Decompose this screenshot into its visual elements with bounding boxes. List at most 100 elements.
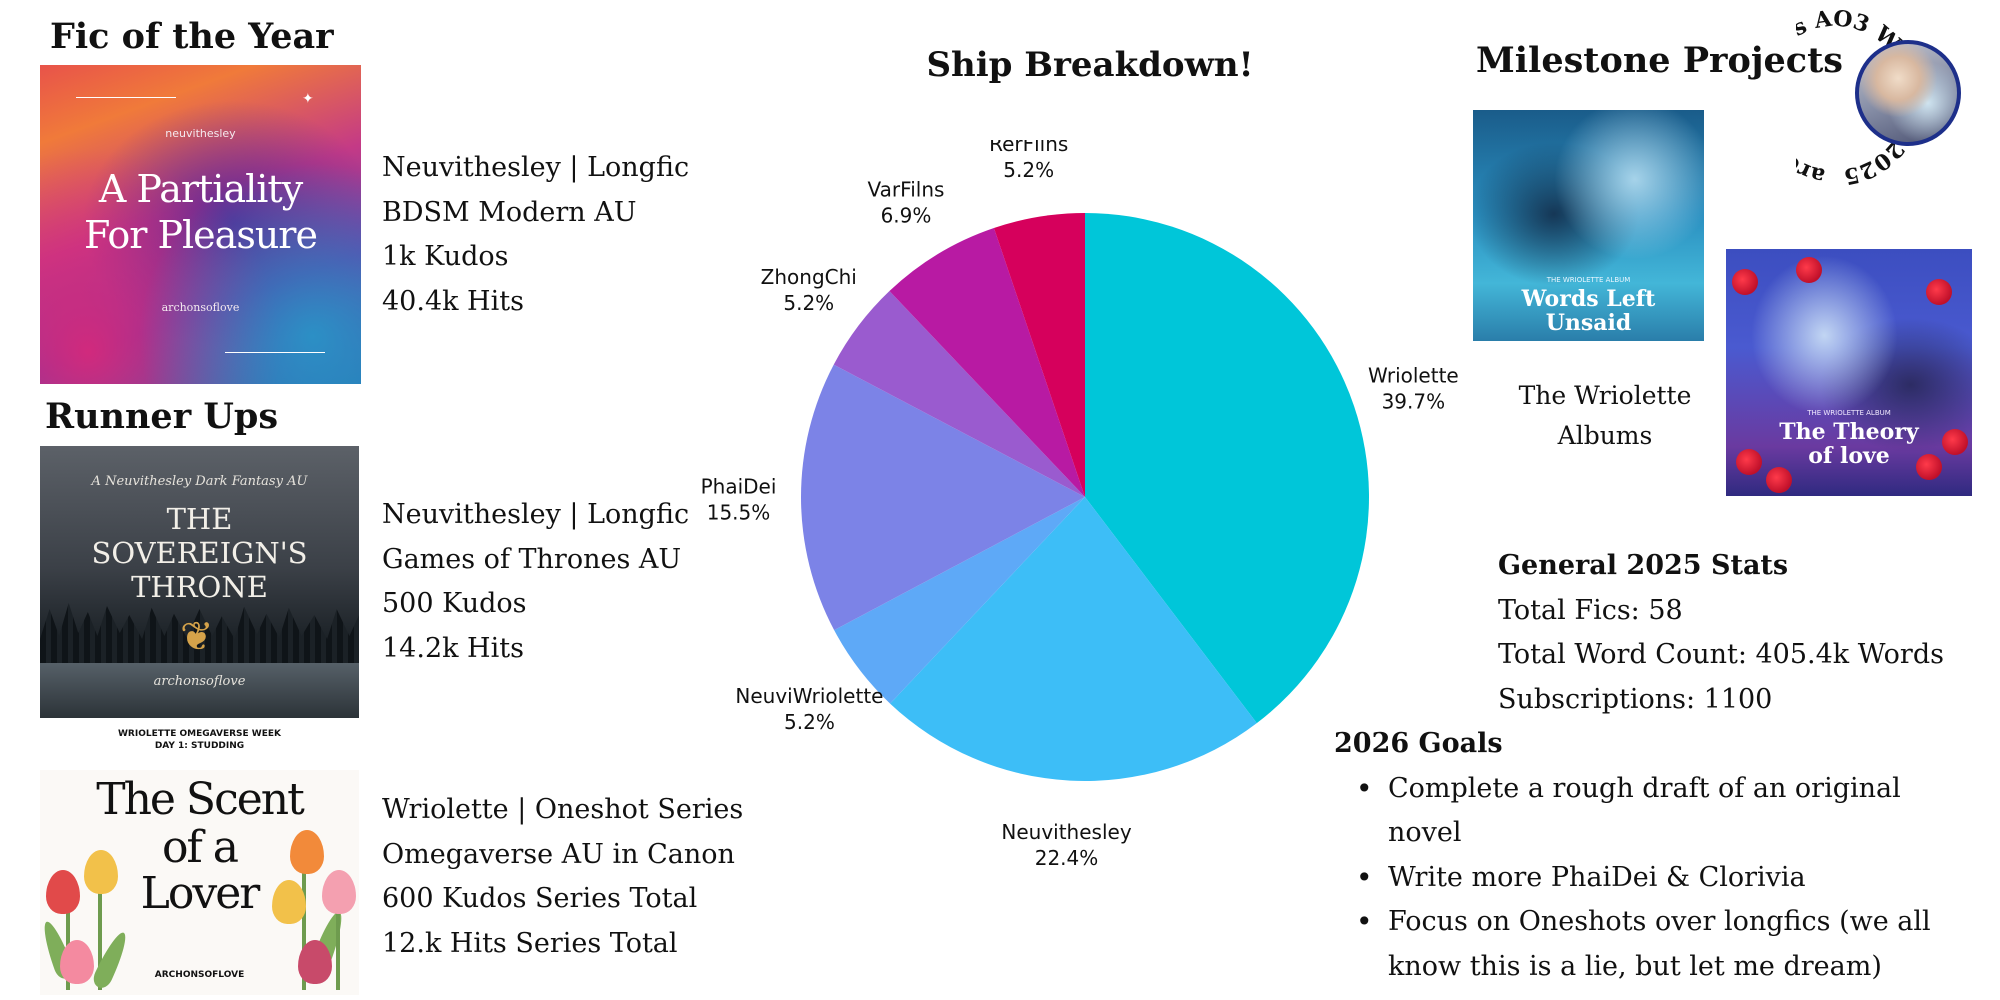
rose-icon	[1926, 279, 1952, 305]
milestone-cover-theory-of-love: THE WRIOLETTE ALBUM The Theory of love	[1726, 249, 1972, 496]
detail-line: 500 Kudos	[382, 588, 527, 619]
slice-label: ZhongChi	[761, 265, 857, 289]
tulip-icon	[272, 880, 306, 924]
lake	[40, 663, 359, 718]
pie-slice-varfilns	[889, 227, 1085, 497]
stats-line: Subscriptions: 1100	[1498, 683, 1773, 715]
detail-line: 14.2k Hits	[382, 632, 524, 664]
cover-title-line-2: Unsaid	[1545, 310, 1632, 336]
fic-of-the-year-details: Neuvithesley | Longfic BDSM Modern AU 1k…	[382, 146, 689, 324]
caption-line: Albums	[1557, 421, 1653, 450]
cover-author: archonsoflove	[161, 301, 240, 314]
detail-line: Neuvithesley | Longfic	[382, 499, 690, 530]
sparkle-icon: ✦	[302, 91, 314, 107]
fic-of-the-year-heading: Fic of the Year	[50, 16, 334, 57]
detail-line: 600 Kudos Series Total	[382, 883, 698, 914]
cover-title-line-2: of love	[1808, 443, 1890, 469]
cover-divider-line	[76, 97, 176, 98]
milestone-projects-heading: Milestone Projects	[1476, 40, 1843, 81]
caption-line: The Wriolette	[1518, 381, 1692, 410]
goal-item: Focus on Oneshots over longfics (we all …	[1334, 900, 1974, 989]
rose-icon	[1736, 449, 1762, 475]
detail-line: Games of Thrones AU	[382, 543, 682, 575]
cover-title-line-1: Words Left	[1521, 286, 1656, 312]
slice-percent-label: 6.9%	[881, 203, 932, 227]
slice-percent-label: 15.5%	[707, 501, 771, 525]
goal-item: Complete a rough draft of an original no…	[1334, 767, 1974, 856]
tulip-icon	[322, 870, 356, 914]
tulip-icon	[84, 850, 118, 894]
runner-up-cover-2: The Scent of a Lover ARCHONSOFLOVE	[40, 770, 359, 995]
slice-label: Wriolette	[1368, 363, 1459, 387]
cover-title-line-1: The Theory	[1779, 419, 1919, 445]
general-stats: General 2025 Stats Total Fics: 58 Total …	[1498, 544, 1944, 722]
goals-heading: 2026 Goals	[1334, 728, 1503, 759]
slice-label: PhaiDei	[701, 475, 777, 499]
cover-author: ARCHONSOFLOVE	[154, 970, 245, 980]
pie-slice-rerflins	[993, 213, 1085, 497]
cover-title-line-1: The Scent	[96, 774, 305, 825]
tulip-icon	[46, 870, 80, 914]
slice-label: NeuviWriolette	[735, 684, 883, 708]
cover-caption-1: WRIOLETTE OMEGAVERSE WEEK	[117, 729, 281, 739]
pie-slice-zhongchi	[833, 291, 1085, 497]
goal-text: know this is a lie, but let me dream)	[1388, 950, 1882, 982]
cover-title-line-3: Lover	[140, 868, 261, 919]
tulip-icon	[290, 830, 324, 874]
rose-icon	[1732, 269, 1758, 295]
cover-title-line-2: SOVEREIGN'S	[91, 536, 308, 570]
rose-icon	[1942, 429, 1968, 455]
detail-line: Neuvithesley | Longfic	[382, 152, 690, 183]
cover-title-line-2: of a	[162, 822, 239, 873]
detail-line: 40.4k Hits	[382, 285, 524, 317]
slice-label: VarFilns	[868, 177, 945, 201]
goal-text: Focus on Oneshots over longfics (we all	[1388, 906, 1931, 937]
tulip-icon	[298, 940, 332, 984]
fic-of-the-year-cover: ✦ neuvithesley A Partiality For Pleasure…	[40, 65, 361, 384]
runner-up-1-details: Neuvithesley | Longfic Games of Thrones …	[382, 493, 689, 671]
cover-divider-line	[225, 352, 325, 353]
slice-percent-label: 39.7%	[1382, 389, 1446, 413]
goal-text: novel	[1388, 817, 1462, 848]
pie-slice-wriolette	[1085, 213, 1369, 724]
slice-percent-label: 22.4%	[1035, 846, 1099, 870]
slice-percent-label: 5.2%	[1003, 158, 1054, 182]
cover-author: archonsoflove	[153, 674, 246, 689]
runner-up-cover-1: A Neuvithesley Dark Fantasy AU THE SOVER…	[40, 446, 359, 718]
cover-subtitle: A Neuvithesley Dark Fantasy AU	[91, 474, 308, 489]
detail-line: Omegaverse AU in Canon	[382, 838, 735, 870]
tulip-icon	[60, 940, 94, 984]
cover-title-line-3: THRONE	[131, 570, 268, 604]
cover-title-line-1: A Partiality	[98, 167, 303, 211]
rose-icon	[1796, 257, 1822, 283]
goals-list: Complete a rough draft of an original no…	[1334, 767, 1974, 990]
cover-tag: neuvithesley	[165, 127, 236, 140]
stats-heading: General 2025 Stats	[1498, 550, 1789, 581]
milestone-caption: The Wriolette Albums	[1490, 376, 1720, 456]
cover-kicker: THE WRIOLETTE ALBUM	[1807, 409, 1891, 417]
cover-title-line-1: THE	[166, 502, 233, 536]
slice-label: Neuvithesley	[1001, 820, 1131, 844]
avatar	[1855, 40, 1961, 146]
detail-line: Wriolette | Oneshot Series	[382, 794, 744, 825]
goal-text: Complete a rough draft of an original	[1388, 772, 1901, 804]
detail-line: 1k Kudos	[382, 241, 509, 272]
runner-ups-heading: Runner Ups	[45, 396, 279, 437]
pie-slice-phaidei	[801, 364, 1085, 631]
chart-title: Ship Breakdown!	[926, 45, 1254, 85]
cover-kicker: THE WRIOLETTE ALBUM	[1546, 276, 1631, 284]
goals-section: 2026 Goals Complete a rough draft of an …	[1334, 722, 1974, 989]
detail-line: 12.k Hits Series Total	[382, 927, 678, 959]
stats-line: Total Fics: 58	[1498, 594, 1683, 626]
milestone-cover-words-left-unsaid: THE WRIOLETTE ALBUM Words Left Unsaid	[1473, 110, 1704, 341]
runner-up-2-details: Wriolette | Oneshot Series Omegaverse AU…	[382, 788, 743, 966]
slice-percent-label: 5.2%	[783, 291, 834, 315]
cover-title-line-2: For Pleasure	[84, 213, 318, 257]
rose-icon	[1766, 467, 1792, 493]
stats-line: Total Word Count: 405.4k Words	[1498, 639, 1944, 670]
goal-item: Write more PhaiDei & Clorivia	[1334, 856, 1974, 901]
detail-line: BDSM Modern AU	[382, 196, 637, 228]
rose-icon	[1916, 454, 1942, 480]
dragon-emblem-icon: ❦	[180, 614, 214, 660]
